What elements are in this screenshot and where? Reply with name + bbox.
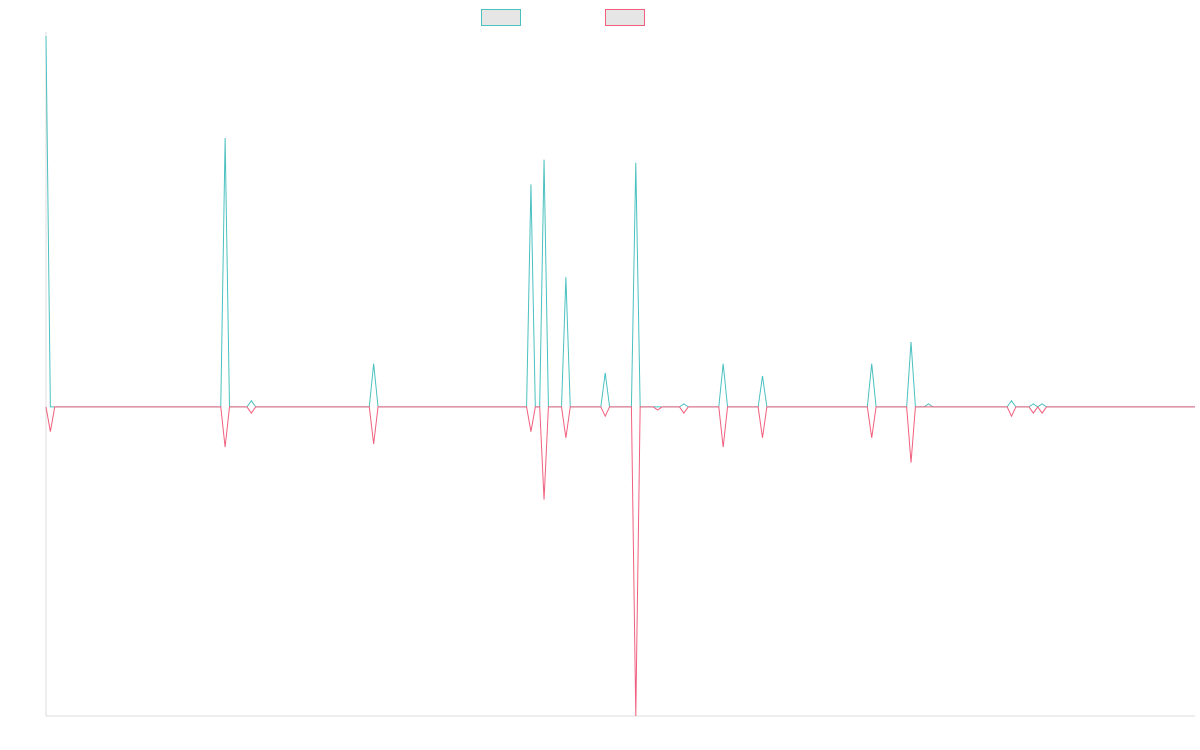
legend-swatch-1 [481,9,521,26]
series-line-2 [45,406,1195,717]
series-line-1 [45,35,1195,408]
legend-swatch-2 [605,9,645,26]
